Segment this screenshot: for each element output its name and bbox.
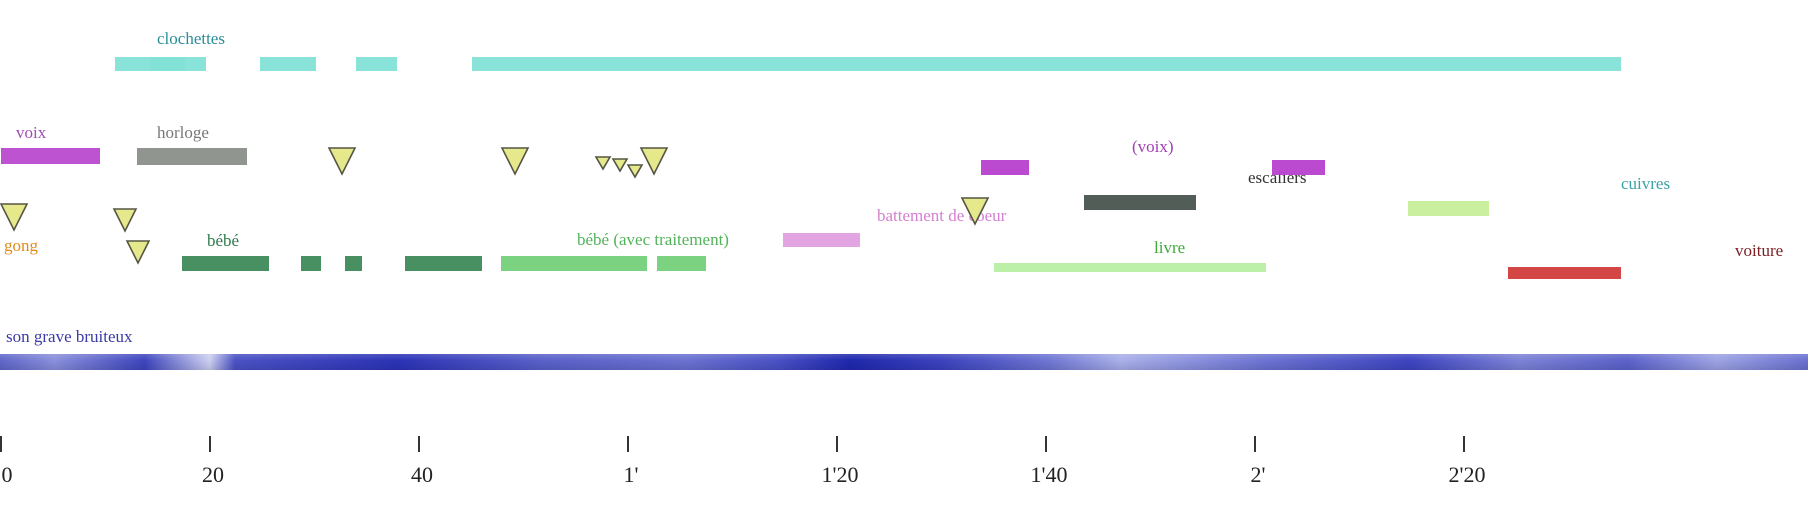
- label-cuivres: cuivres: [1621, 174, 1671, 193]
- bar-segment: [472, 57, 1621, 71]
- gong-triangle-icon: [960, 197, 990, 226]
- axis-tick-label: 0: [1, 462, 13, 487]
- bar-segment: [657, 256, 707, 271]
- gong-triangle-icon: [594, 156, 612, 171]
- bar-segment: [1407, 201, 1490, 216]
- label-gong: gong: [4, 236, 38, 255]
- label-clochettes: clochettes: [157, 29, 225, 48]
- label-voix-paren: (voix): [1132, 137, 1174, 156]
- axis-tick: [418, 436, 420, 452]
- bar-segment: [356, 57, 398, 71]
- axis-tick-label: 2': [1250, 462, 1266, 487]
- bar-segment: [1, 148, 101, 164]
- label-bebe-avec-traitement: bébé (avec traitement): [577, 230, 729, 249]
- gong-triangle-icon: [500, 147, 530, 176]
- gong-triangle-icon: [327, 147, 356, 176]
- label-voix: voix: [16, 123, 47, 142]
- gong-triangle-icon: [125, 240, 151, 265]
- axis-tick-label: 1'40: [1030, 462, 1068, 487]
- axis-tick: [209, 436, 211, 452]
- bar-segment: [782, 233, 860, 247]
- gong-triangle-icon: [0, 203, 28, 232]
- bar-segment: [1083, 195, 1197, 210]
- label-son-grave-bruiteux: son grave bruiteux: [6, 327, 133, 346]
- bar-segment: [500, 256, 647, 271]
- bar-segment: [344, 256, 362, 271]
- label-horloge: horloge: [157, 123, 209, 142]
- axis-tick-label: 2'20: [1448, 462, 1486, 487]
- axis-tick-label: 1': [623, 462, 639, 487]
- bar-segment: [1507, 267, 1621, 279]
- axis-tick: [1254, 436, 1256, 452]
- bar-segment: [150, 57, 206, 71]
- bar-segment: [181, 256, 269, 271]
- bar-son-grave-bruiteux: [0, 354, 1808, 370]
- bar-segment: [136, 148, 247, 165]
- bar-segment: [405, 256, 482, 271]
- bar-segment: [993, 263, 1267, 272]
- gong-triangle-icon: [113, 208, 138, 233]
- label-voiture: voiture: [1735, 241, 1784, 260]
- axis-tick: [0, 436, 2, 452]
- gong-triangle-icon: [639, 147, 669, 176]
- axis-tick: [1463, 436, 1465, 452]
- axis-tick: [627, 436, 629, 452]
- bar-segment: [300, 256, 321, 271]
- bar-segment: [981, 160, 1030, 175]
- gong-triangle-icon: [611, 158, 629, 173]
- axis-tick-label: 40: [411, 462, 433, 487]
- bar-segment: [260, 57, 316, 71]
- axis-tick: [1045, 436, 1047, 452]
- label-livre: livre: [1154, 238, 1186, 257]
- axis-tick-label: 20: [202, 462, 224, 487]
- axis-tick-label: 1'20: [821, 462, 859, 487]
- gong-triangle-icon: [626, 164, 644, 179]
- axis-tick: [836, 436, 838, 452]
- label-bebe: bébé: [207, 231, 240, 250]
- bar-segment: [1271, 160, 1325, 175]
